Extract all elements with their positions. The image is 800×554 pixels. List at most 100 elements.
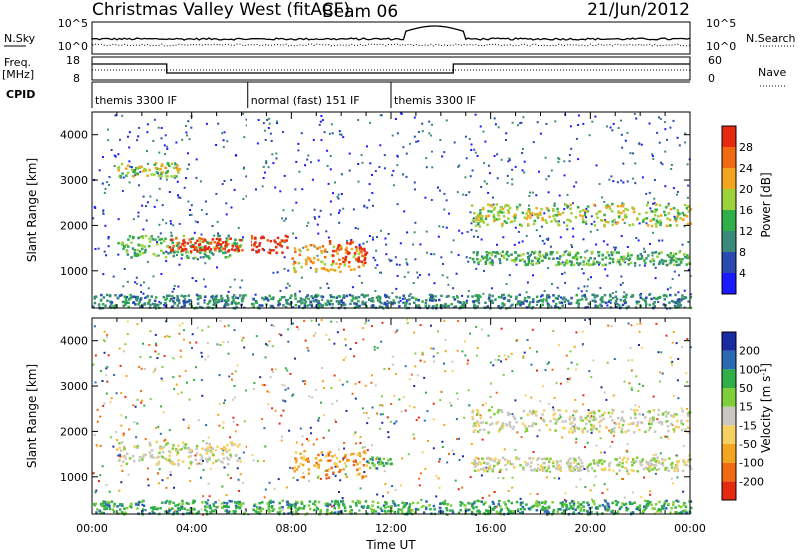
band-cell: [316, 258, 320, 262]
scatter-cell: [165, 457, 168, 460]
scatter-cell: [355, 341, 358, 344]
band-cell: [189, 507, 193, 510]
band-cell: [344, 453, 347, 457]
band-cell: [187, 300, 191, 303]
scatter-cell: [570, 361, 573, 364]
band-cell: [306, 294, 309, 297]
band-cell: [155, 440, 158, 444]
scatter-cell: [219, 320, 222, 322]
scatter-cell: [160, 127, 163, 129]
band-cell: [642, 505, 646, 508]
scatter-cell: [245, 124, 248, 127]
band-cell: [205, 442, 208, 445]
scatter-cell: [317, 159, 320, 162]
scatter-cell: [334, 181, 336, 184]
scatter-cell: [402, 301, 405, 304]
scatter-cell: [227, 341, 230, 344]
band-cell: [672, 207, 676, 210]
band-cell: [210, 251, 214, 255]
band-cell: [176, 250, 179, 254]
scatter-cell: [330, 123, 333, 126]
scatter-cell: [456, 191, 459, 194]
band-cell: [679, 304, 683, 307]
scatter-cell: [296, 479, 299, 482]
scatter-cell: [638, 142, 641, 145]
scatter-cell: [396, 132, 399, 135]
scatter-cell: [281, 217, 284, 220]
scatter-cell: [142, 292, 145, 295]
scatter-cell: [217, 343, 220, 346]
band-cell: [642, 219, 645, 222]
band-cell: [161, 171, 164, 174]
scatter-cell: [626, 246, 629, 248]
band-cell: [99, 299, 103, 302]
band-cell: [165, 297, 169, 300]
band-cell: [507, 294, 510, 297]
band-cell: [305, 260, 308, 264]
band-cell: [299, 250, 302, 253]
band-cell: [254, 241, 257, 244]
scatter-cell: [385, 243, 388, 246]
scatter-cell: [354, 382, 357, 385]
scatter-cell: [409, 509, 412, 512]
scatter-cell: [130, 166, 133, 169]
band-cell: [650, 224, 654, 228]
band-cell: [231, 296, 234, 299]
band-cell: [445, 295, 449, 298]
band-cell: [571, 430, 575, 433]
scatter-cell: [149, 195, 152, 198]
band-cell: [203, 238, 206, 241]
scatter-cell: [170, 222, 172, 225]
band-cell: [574, 410, 577, 414]
scatter-cell: [582, 238, 585, 241]
band-cell: [617, 260, 621, 264]
band-cell: [540, 299, 544, 303]
scatter-cell: [264, 445, 267, 448]
band-cell: [324, 455, 328, 458]
band-cell: [234, 296, 238, 299]
scatter-cell: [227, 474, 229, 476]
band-cell: [325, 473, 328, 477]
band-cell: [558, 413, 562, 417]
band-cell: [664, 410, 667, 414]
band-cell: [308, 500, 312, 503]
band-cell: [285, 239, 288, 242]
band-cell: [539, 299, 542, 302]
scatter-cell: [284, 400, 287, 403]
scatter-cell: [261, 418, 264, 421]
scatter-cell: [194, 220, 197, 223]
scatter-cell: [374, 290, 377, 292]
band-cell: [314, 503, 317, 507]
band-cell: [285, 302, 288, 305]
band-cell: [315, 295, 318, 298]
band-cell: [195, 462, 199, 466]
band-cell: [515, 421, 518, 424]
band-cell: [616, 221, 620, 224]
band-cell: [181, 242, 184, 246]
scatter-cell: [421, 353, 424, 356]
band-cell: [519, 259, 522, 262]
band-cell: [363, 249, 366, 253]
scatter-cell: [365, 301, 368, 304]
band-cell: [503, 205, 507, 208]
scatter-cell: [661, 163, 664, 166]
band-cell: [179, 245, 182, 249]
scatter-cell: [156, 357, 159, 359]
band-cell: [488, 423, 492, 426]
band-cell: [169, 251, 172, 254]
band-cell: [619, 263, 622, 266]
band-cell: [534, 256, 537, 259]
band-cell: [502, 293, 505, 297]
nsearch-tick-top: 10^5: [706, 17, 736, 30]
scatter-cell: [108, 490, 111, 493]
band-cell: [567, 302, 571, 305]
band-cell: [680, 419, 683, 423]
band-cell: [616, 510, 620, 513]
band-cell: [570, 465, 573, 469]
scatter-cell: [285, 286, 288, 289]
scatter-cell: [458, 229, 461, 232]
scatter-cell: [475, 325, 478, 328]
scatter-cell: [187, 200, 190, 203]
band-cell: [330, 254, 334, 257]
band-cell: [238, 500, 241, 504]
